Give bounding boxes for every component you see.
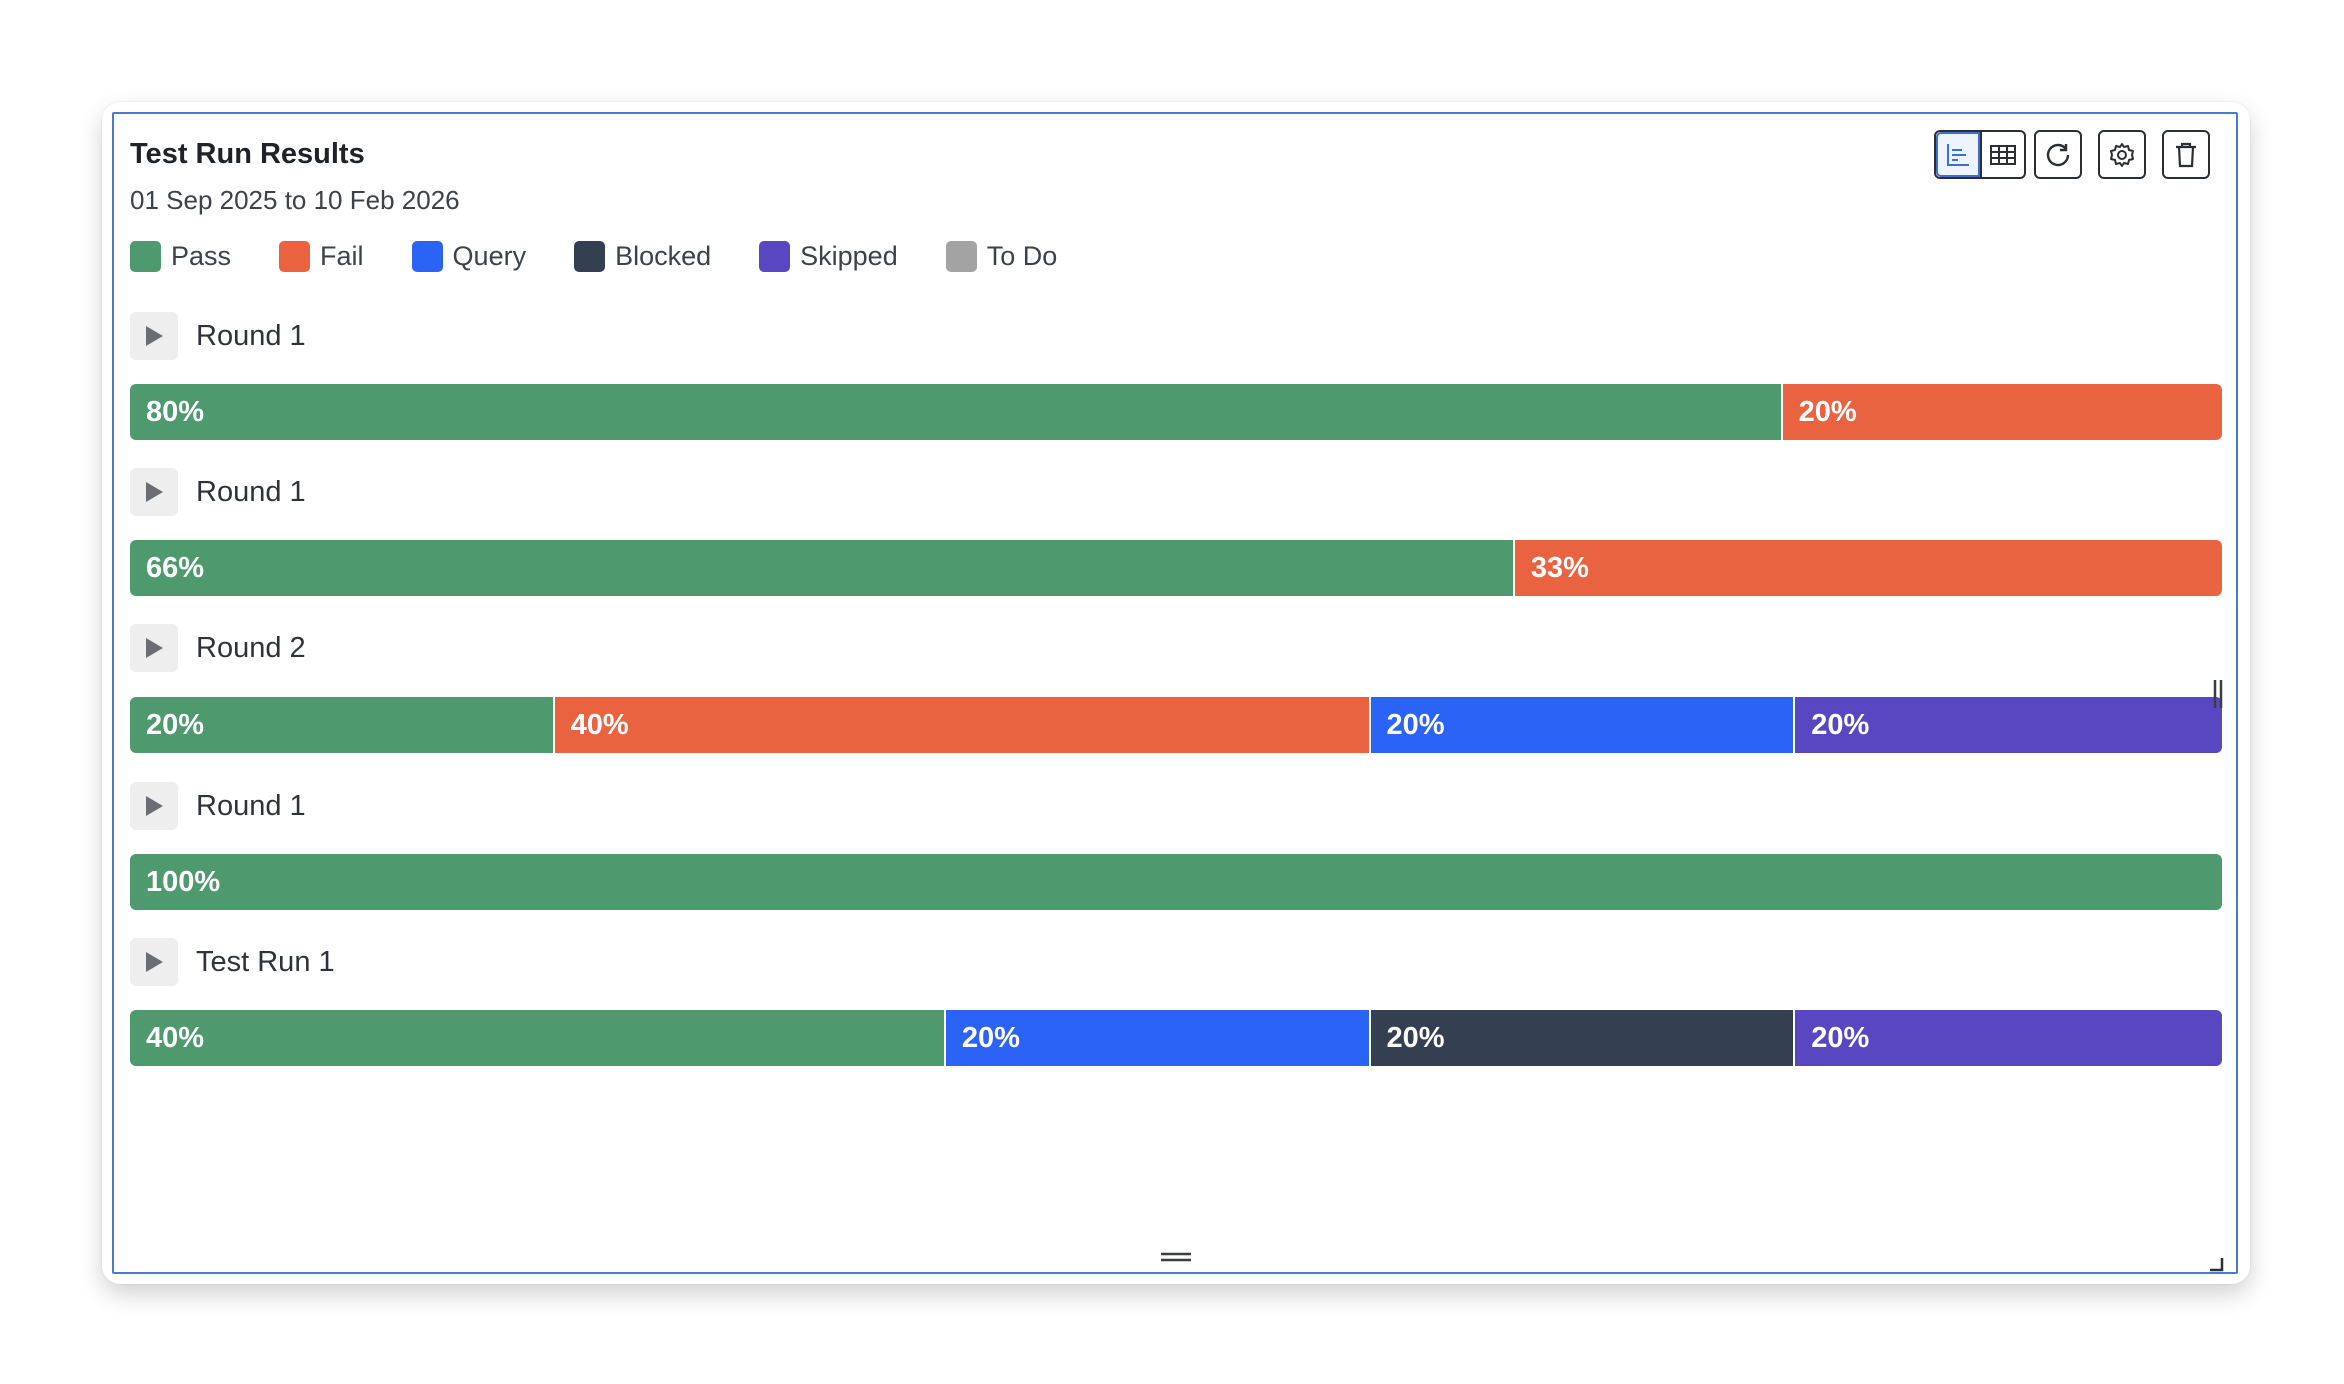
expand-row-button[interactable] <box>130 312 178 360</box>
segment-percent-label: 100% <box>146 865 221 898</box>
row-name: Test Run 1 <box>196 945 335 978</box>
date-range: 01 Sep 2025 to 10 Feb 2026 <box>130 185 460 215</box>
bar-segment-skipped[interactable]: 20% <box>1795 1010 2222 1066</box>
segment-percent-label: 80% <box>146 395 205 428</box>
drag-handle-icon[interactable] <box>1160 1250 1192 1262</box>
legend: Pass Fail Query Blocked Skipped To Do <box>130 238 1105 274</box>
expand-row-button[interactable] <box>130 782 178 830</box>
row-name: Round 2 <box>196 631 306 664</box>
view-toggle <box>1934 130 2026 179</box>
resize-corner-icon[interactable] <box>2206 1254 2226 1274</box>
gear-icon <box>2110 142 2134 167</box>
result-bar: 66% 33% <box>130 540 2222 596</box>
widget-title: Test Run Results <box>130 138 365 170</box>
legend-swatch <box>279 240 311 272</box>
refresh-icon <box>2046 143 2070 166</box>
expand-row-button[interactable] <box>130 468 178 516</box>
bar-segment-query[interactable]: 20% <box>945 1010 1371 1066</box>
play-icon <box>146 796 163 816</box>
bar-segment-fail[interactable]: 33% <box>1514 540 2222 596</box>
row-name: Round 1 <box>196 475 306 508</box>
row-header: Round 1 <box>130 782 306 830</box>
result-bar: 40% 20% 20% 20% <box>130 1010 2222 1066</box>
segment-percent-label: 20% <box>1798 395 1857 428</box>
segment-percent-label: 40% <box>146 1021 205 1054</box>
result-bar: 100% <box>130 854 2222 910</box>
row-name: Round 1 <box>196 319 306 352</box>
result-bar: 20% 40% 20% 20% <box>130 697 2222 753</box>
legend-label: Fail <box>320 240 364 271</box>
legend-item-pass: Pass <box>130 240 232 272</box>
legend-swatch <box>574 240 606 272</box>
legend-swatch <box>411 240 443 272</box>
legend-label: Query <box>452 240 527 271</box>
legend-label: To Do <box>986 240 1058 271</box>
delete-button[interactable] <box>2162 130 2210 179</box>
segment-percent-label: 20% <box>1386 708 1445 741</box>
bar-segment-fail[interactable]: 40% <box>554 697 1371 753</box>
play-icon <box>146 482 163 502</box>
segment-percent-label: 20% <box>1811 1021 1870 1054</box>
row-header: Round 2 <box>130 624 306 672</box>
legend-swatch <box>945 240 977 272</box>
chart-view-button[interactable] <box>1936 132 1981 177</box>
table-icon <box>1990 144 2017 165</box>
bar-segment-pass[interactable]: 66% <box>130 540 1515 596</box>
bar-segment-pass[interactable]: 80% <box>130 384 1783 440</box>
legend-swatch <box>759 240 791 272</box>
legend-item-blocked: Blocked <box>574 240 712 272</box>
legend-item-fail: Fail <box>279 240 364 272</box>
segment-percent-label: 20% <box>961 1021 1020 1054</box>
trash-icon <box>2176 142 2196 167</box>
table-view-button[interactable] <box>1980 132 2024 177</box>
bar-segment-skipped[interactable]: 20% <box>1795 697 2222 753</box>
settings-button[interactable] <box>2098 130 2146 179</box>
bar-chart-icon <box>1947 143 1970 166</box>
resize-column-handle[interactable] <box>2212 678 2224 710</box>
segment-percent-label: 20% <box>146 708 205 741</box>
legend-label: Blocked <box>615 240 712 271</box>
legend-item-todo: To Do <box>945 240 1058 272</box>
segment-percent-label: 33% <box>1530 551 1589 584</box>
segment-percent-label: 40% <box>570 708 629 741</box>
row-header: Round 1 <box>130 312 306 360</box>
bar-segment-pass[interactable]: 20% <box>130 697 555 753</box>
row-name: Round 1 <box>196 789 306 822</box>
play-icon <box>146 952 163 972</box>
widget-frame <box>112 112 2238 1274</box>
play-icon <box>146 326 163 346</box>
legend-swatch <box>130 240 161 272</box>
bar-segment-query[interactable]: 20% <box>1370 697 1796 753</box>
segment-percent-label: 20% <box>1811 708 1870 741</box>
bar-segment-pass[interactable]: 100% <box>130 854 2222 910</box>
refresh-button[interactable] <box>2034 130 2082 179</box>
legend-item-skipped: Skipped <box>759 240 898 272</box>
row-header: Round 1 <box>130 468 306 516</box>
legend-item-query: Query <box>411 240 527 272</box>
bar-segment-blocked[interactable]: 20% <box>1370 1010 1796 1066</box>
expand-row-button[interactable] <box>130 938 178 986</box>
expand-row-button[interactable] <box>130 624 178 672</box>
row-header: Test Run 1 <box>130 938 335 986</box>
legend-label: Pass <box>171 240 232 271</box>
segment-percent-label: 66% <box>146 551 205 584</box>
bar-segment-pass[interactable]: 40% <box>130 1010 946 1066</box>
result-bar: 80% 20% <box>130 384 2222 440</box>
bar-segment-fail[interactable]: 20% <box>1782 384 2222 440</box>
play-icon <box>146 638 163 658</box>
legend-label: Skipped <box>800 240 898 271</box>
segment-percent-label: 20% <box>1386 1021 1445 1054</box>
